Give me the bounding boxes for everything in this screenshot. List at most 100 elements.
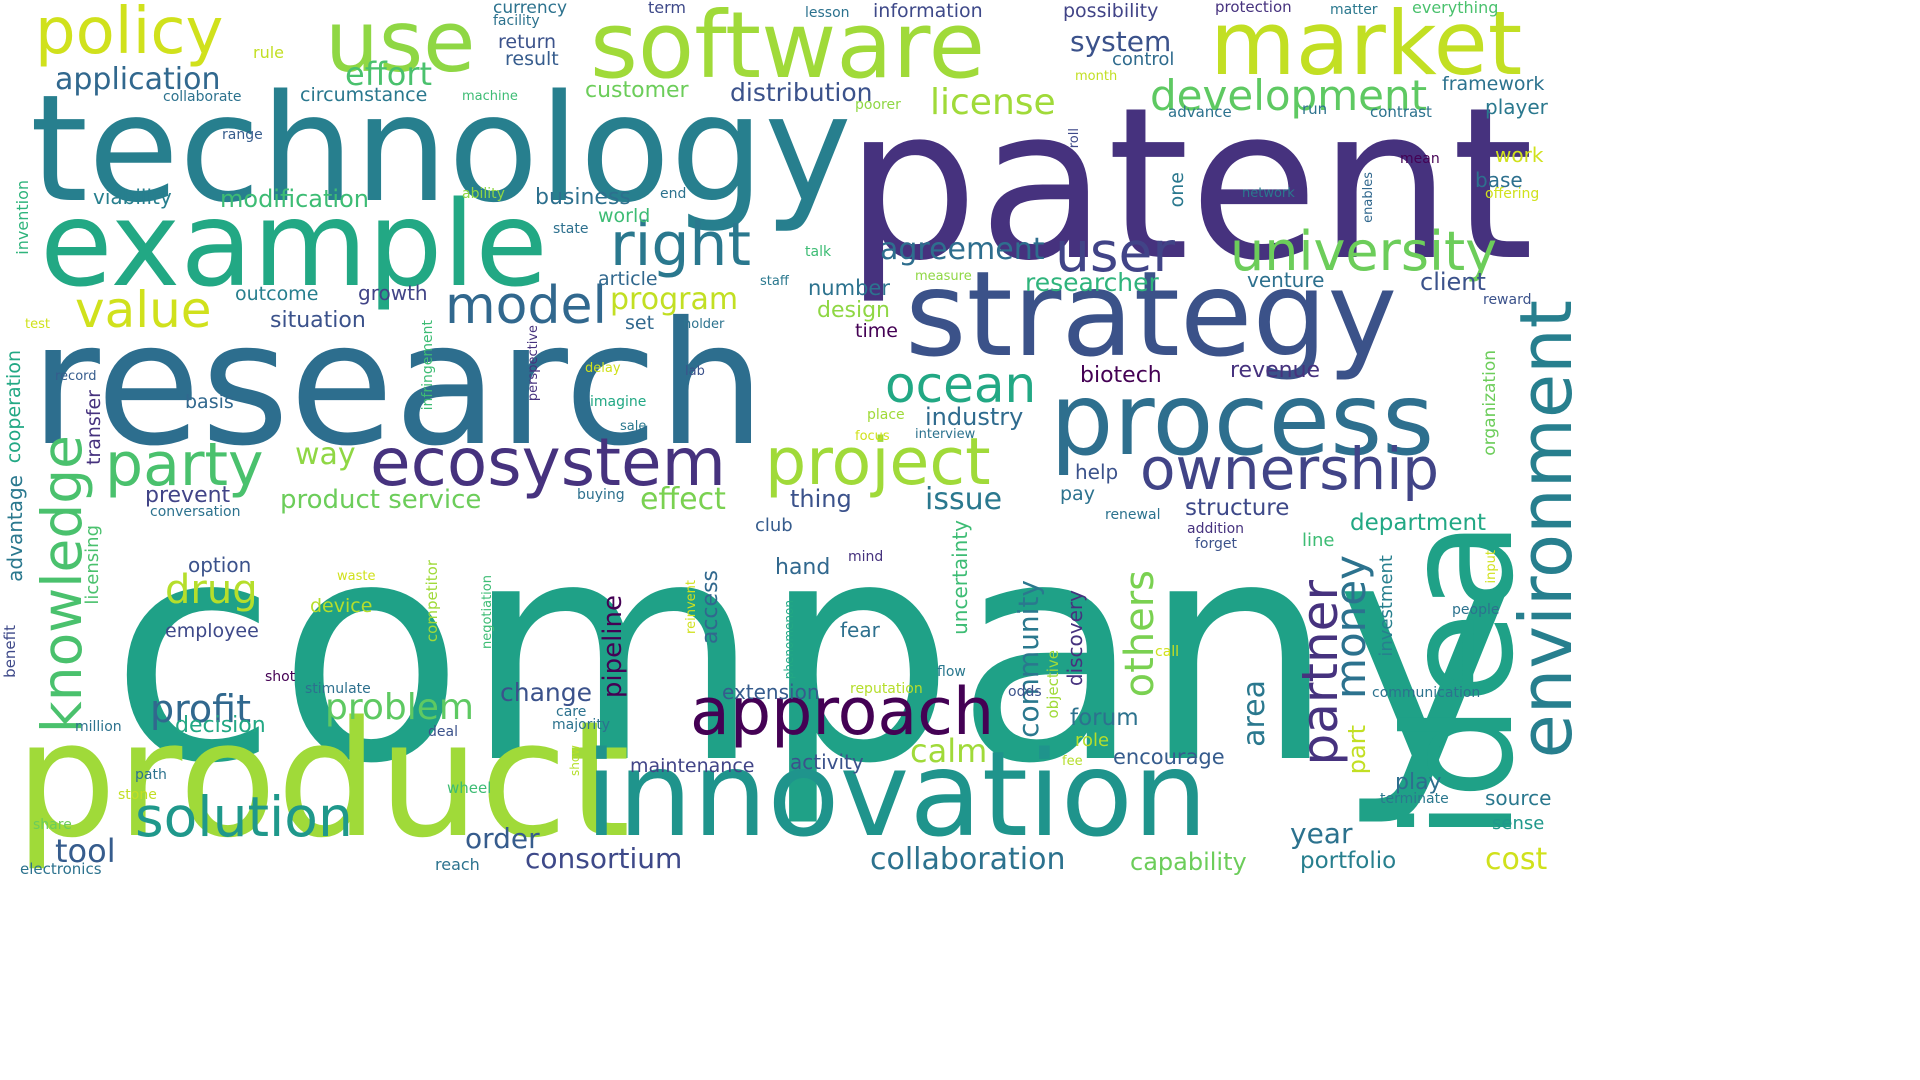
word-collaboration: collaboration [870,842,1066,877]
word-forum: forum [1070,705,1139,731]
word-market: market [1210,0,1523,95]
word-ocean: ocean [885,356,1037,414]
word-shot: shot [265,669,296,685]
word-state: state [553,221,589,237]
word-benefit: benefit [1,625,19,678]
word-currency: currency [493,0,568,18]
word-department: department [1350,510,1487,536]
word-roll: roll [1067,128,1082,149]
word-protection: protection [1215,0,1292,16]
word-environment: environment [1504,300,1588,759]
word-investment: investment [1376,555,1397,657]
word-million: million [75,719,122,735]
word-research: research [30,286,766,484]
word-party: party [105,430,264,500]
word-reach: reach [435,855,480,874]
word-poorer: poorer [855,97,901,113]
word-majority: majority [552,717,611,733]
word-facility: facility [493,13,540,29]
word-technology: technology [30,63,852,235]
word-maintenance: maintenance [630,755,755,777]
word-forget: forget [1195,536,1237,552]
word-player: player [1485,95,1548,119]
word-growth: growth [358,281,428,305]
word-number: number [808,276,890,300]
word-people: people [1452,602,1500,618]
word-share: share [33,817,72,833]
word-terminate: terminate [1380,791,1449,807]
word-negotiation: negotiation [480,575,495,650]
word-staff: staff [760,274,789,289]
word-discovery: discovery [1063,590,1087,687]
word-flow: flow [937,664,966,680]
word-imagine: imagine [590,394,647,410]
word-capability: capability [1130,848,1247,876]
word-consortium: consortium [525,842,683,875]
word-ability: ability [462,186,505,202]
word-line: line [1302,530,1335,551]
word-decision: decision [175,713,266,738]
word-perspective: perspective [526,325,541,402]
word-end: end [660,186,687,202]
word-profit: profit [150,687,251,731]
word-university: university [1230,220,1498,283]
word-communication: communication [1372,685,1481,701]
word-time: time [855,320,898,342]
word-user: user [1055,220,1175,284]
word-talk: talk [805,244,832,260]
word-activity: activity [790,750,864,774]
word-result: result [505,48,559,70]
word-club: club [755,515,793,536]
word-competitor: competitor [423,560,441,643]
word-modification: modification [220,185,369,213]
word-odds: odds [1008,684,1042,700]
word-base: base [1475,168,1523,192]
word-collaborate: collaborate [163,89,242,105]
word-employee: employee [165,620,259,642]
word-holder: holder [683,317,725,332]
word-show: show [568,745,582,777]
word-ownership: ownership [1140,435,1440,503]
word-policy: policy [35,0,224,69]
word-outcome: outcome [235,283,319,305]
word-renewal: renewal [1105,507,1161,523]
word-product-service: product service [280,485,482,515]
word-agreement: agreement [880,232,1045,267]
word-industry: industry [925,403,1024,431]
word-right: right [610,210,751,280]
word-others: others [1117,570,1163,698]
word-lesson: lesson [805,5,850,21]
word-customer: customer [585,78,689,103]
word-sense: sense [1492,813,1545,834]
word-issue: issue [925,482,1003,517]
word-addition: addition [1187,521,1245,537]
word-uncertainty: uncertainty [948,520,972,635]
word-thing: thing [790,485,852,513]
word-area: area [1237,680,1272,747]
word-sale: sale [620,419,647,434]
word-change: change [500,678,593,707]
word-call: call [1155,644,1180,660]
word-community: community [1012,580,1045,738]
word-year: year [1290,817,1353,850]
word-ecosystem: ecosystem [370,424,726,501]
word-everything: everything [1412,0,1499,17]
word-conversation: conversation [150,504,241,520]
word-return: return [498,31,557,53]
word-enables: enables [1361,172,1376,223]
word-fee: fee [1062,754,1083,769]
word-viability: viability [93,185,172,209]
word-circumstance: circumstance [300,84,428,106]
word-world: world [598,205,651,227]
word-stone: stone [118,787,157,803]
word-pay: pay [1060,483,1095,505]
word-product: product [15,686,631,873]
word-cost: cost [1485,842,1548,877]
word-test: test [25,317,50,332]
word-cooperation: cooperation [3,350,25,464]
word-path: path [135,767,167,783]
word-place: place [867,407,905,423]
word-example: example [40,175,548,313]
word-structure: structure [1185,495,1290,521]
